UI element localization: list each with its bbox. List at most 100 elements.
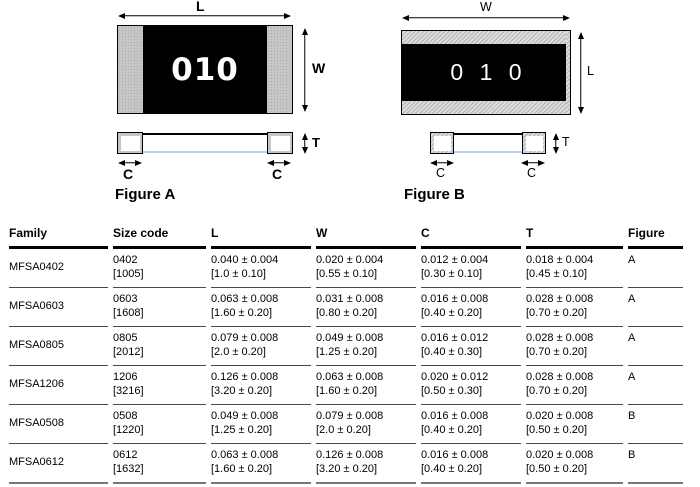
dim-label-terminal-left-b: C [436, 166, 446, 180]
cell-t: 0.020 ± 0.008 [0.50 ± 0.20] [526, 404, 623, 443]
chip-side-view-b [430, 132, 546, 154]
cell-figure: B [628, 404, 683, 443]
cell-size-code: 0402 [1005] [113, 254, 144, 280]
col-header-c: C [421, 222, 521, 249]
terminal-dimension-arrow-left-b [430, 158, 454, 167]
cell-c: 0.012 ± 0.004 [0.30 ± 0.10] [421, 254, 489, 280]
col-header-l: L [211, 222, 311, 249]
end-cap-right-b [522, 132, 546, 154]
cell-family: MFSA0402 [9, 249, 108, 287]
side-body-a [141, 133, 269, 153]
terminal-top-b [402, 31, 570, 44]
cell-size-code: 0805 [2012] [113, 326, 206, 365]
table-header-row: Family Size code L W C T Figure [9, 222, 683, 249]
col-header-family: Family [9, 222, 108, 249]
cell-family: MFSA0805 [9, 326, 108, 365]
resistor-marking-b: 0 1 0 [450, 59, 527, 85]
cell-l: 0.126 ± 0.008 [3.20 ± 0.20] [211, 365, 311, 404]
table-row: MFSA0805 0805 [2012] 0.079 ± 0.008 [2.0 ± … [9, 326, 683, 365]
end-cap-left-b [430, 132, 454, 154]
cell-figure: A [628, 254, 636, 266]
figure-a-caption: Figure A [115, 186, 176, 203]
length-dimension-arrow-a [118, 11, 291, 20]
dim-label-thickness-a: T [312, 135, 320, 150]
cell-size-code: 1206 [3216] [113, 365, 206, 404]
col-header-sizecode: Size code [113, 222, 206, 249]
col-header-t: T [526, 222, 623, 249]
cell-w: 0.126 ± 0.008 [3.20 ± 0.20] [316, 443, 416, 484]
chip-side-view-a [117, 132, 293, 154]
dim-label-terminal-right-a: C [272, 166, 283, 182]
cell-t: 0.028 ± 0.008 [0.70 ± 0.20] [526, 365, 623, 404]
dim-label-thickness-b: T [562, 135, 570, 149]
dim-label-width-a: W [312, 60, 326, 76]
table-row: MFSA0508 0508 [1220] 0.049 ± 0.008 [1.25 ±… [9, 404, 683, 443]
chip-top-view-a: 010 [117, 25, 293, 114]
cell-w: 0.020 ± 0.004 [0.55 ± 0.10] [316, 254, 384, 280]
cell-l: 0.049 ± 0.008 [1.25 ± 0.20] [211, 404, 311, 443]
cell-t: 0.018 ± 0.004 [0.45 ± 0.10] [526, 254, 594, 280]
cell-t: 0.028 ± 0.008 [0.70 ± 0.20] [526, 326, 623, 365]
cell-c: 0.016 ± 0.008 [0.40 ± 0.20] [421, 287, 521, 326]
family-name: MFSA1206 [9, 377, 65, 390]
col-header-figure: Figure [628, 222, 683, 249]
family-name: MFSA0508 [9, 416, 65, 429]
table-row: MFSA0612 0612 [1632] 0.063 ± 0.008 [1.60 ±… [9, 443, 683, 484]
col-header-w: W [316, 222, 416, 249]
resistor-marking-a: 010 [171, 51, 239, 88]
dim-label-length-b: L [587, 64, 594, 78]
dim-label-length-a: L [196, 0, 205, 14]
chip-top-view-b: 0 1 0 [401, 30, 571, 115]
cell-w: 0.063 ± 0.008 [1.60 ± 0.20] [316, 365, 416, 404]
cell-l: 0.040 ± 0.004 [1.0 ± 0.10] [211, 254, 279, 280]
dim-label-width-b: W [480, 0, 492, 14]
cell-w: 0.049 ± 0.008 [1.25 ± 0.20] [316, 326, 416, 365]
family-name: MFSA0805 [9, 338, 65, 351]
width-dimension-arrow-a [300, 28, 309, 112]
cell-figure: A [628, 287, 683, 326]
table-row: MFSA1206 1206 [3216] 0.126 ± 0.008 [3.20 ±… [9, 365, 683, 404]
cell-figure: A [628, 326, 683, 365]
cell-size-code: 0612 [1632] [113, 443, 206, 484]
figure-b-caption: Figure B [404, 186, 465, 203]
side-body-b [452, 133, 524, 153]
cell-family: MFSA0612 [9, 443, 108, 484]
terminal-bottom-b [402, 101, 570, 114]
cell-c: 0.020 ± 0.012 [0.50 ± 0.30] [421, 365, 521, 404]
terminal-left-a [118, 26, 143, 113]
thickness-dimension-arrow-b [551, 133, 560, 154]
cell-t: 0.028 ± 0.008 [0.70 ± 0.20] [526, 287, 623, 326]
width-dimension-arrow-b [402, 13, 570, 22]
length-dimension-arrow-b [576, 32, 585, 114]
cell-figure: B [628, 443, 683, 484]
cell-c: 0.016 ± 0.012 [0.40 ± 0.30] [421, 326, 521, 365]
dimensions-table: Family Size code L W C T Figure MFSA0402… [4, 222, 688, 484]
cell-size-code: 0603 [1608] [113, 287, 206, 326]
terminal-edge-b [566, 31, 570, 114]
cell-size-code: 0508 [1220] [113, 404, 206, 443]
terminal-right-a [267, 26, 292, 113]
cell-c: 0.016 ± 0.008 [0.40 ± 0.20] [421, 404, 521, 443]
family-name: MFSA0603 [9, 299, 65, 312]
cell-figure: A [628, 365, 683, 404]
end-cap-left-a [117, 132, 143, 154]
cell-l: 0.079 ± 0.008 [2.0 ± 0.20] [211, 326, 311, 365]
terminal-dimension-arrow-right-a [267, 158, 291, 167]
cell-t: 0.020 ± 0.008 [0.50 ± 0.20] [526, 443, 623, 484]
dim-label-terminal-right-b: C [527, 166, 537, 180]
cell-l: 0.063 ± 0.008 [1.60 ± 0.20] [211, 287, 311, 326]
dim-label-terminal-left-a: C [123, 166, 134, 182]
thickness-dimension-arrow-a [300, 133, 309, 154]
cell-w: 0.079 ± 0.008 [2.0 ± 0.20] [316, 404, 416, 443]
cell-family: MFSA0508 [9, 404, 108, 443]
family-name: MFSA0612 [9, 455, 65, 468]
cell-l: 0.063 ± 0.008 [1.60 ± 0.20] [211, 443, 311, 484]
family-name: MFSA0402 [9, 260, 65, 273]
table-row: MFSA0402 0402 [1005] 0.040 ± 0.004 [1.0 ± … [9, 249, 683, 287]
terminal-dimension-arrow-right-b [521, 158, 545, 167]
cell-family: MFSA1206 [9, 365, 108, 404]
table-row: MFSA0603 0603 [1608] 0.063 ± 0.008 [1.60 ±… [9, 287, 683, 326]
cell-family: MFSA0603 [9, 287, 108, 326]
terminal-dimension-arrow-left-a [118, 158, 142, 167]
